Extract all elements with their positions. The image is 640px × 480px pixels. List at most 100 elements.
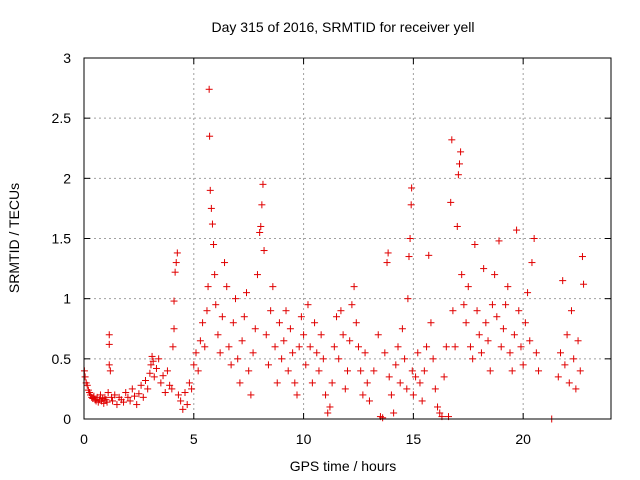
data-point xyxy=(81,373,89,381)
data-point xyxy=(147,361,155,369)
data-point xyxy=(408,367,416,375)
data-point xyxy=(408,184,416,192)
data-point xyxy=(574,337,582,345)
data-point xyxy=(396,379,404,387)
data-point xyxy=(341,385,349,393)
data-point xyxy=(407,201,415,209)
data-point xyxy=(103,398,111,406)
data-point xyxy=(559,277,567,285)
data-point xyxy=(229,319,237,327)
data-point xyxy=(161,389,169,397)
data-point xyxy=(517,343,525,351)
data-point xyxy=(429,355,437,363)
data-point xyxy=(398,325,406,333)
data-point xyxy=(412,373,420,381)
data-point xyxy=(425,251,433,259)
data-point xyxy=(530,235,538,242)
data-point xyxy=(247,391,255,399)
data-point xyxy=(157,379,165,387)
data-point xyxy=(482,319,490,327)
data-point xyxy=(567,307,575,315)
data-point xyxy=(453,222,461,230)
data-point xyxy=(457,148,465,156)
data-point xyxy=(387,391,395,399)
data-point xyxy=(469,355,477,363)
data-point xyxy=(168,385,176,393)
y-axis-title: SRMTID / TECUs xyxy=(6,183,22,293)
data-point xyxy=(392,361,400,369)
data-point xyxy=(262,331,270,339)
data-point xyxy=(431,385,439,393)
data-point xyxy=(348,301,356,309)
data-point xyxy=(384,249,392,257)
data-point xyxy=(174,391,182,399)
data-point xyxy=(330,343,338,351)
data-point xyxy=(278,355,286,363)
data-point xyxy=(526,337,534,345)
data-point xyxy=(409,391,417,399)
data-point xyxy=(379,414,387,422)
data-point xyxy=(404,295,412,303)
data-point xyxy=(302,361,310,369)
data-point xyxy=(357,367,365,375)
data-point xyxy=(201,343,209,351)
data-point xyxy=(466,343,474,351)
data-point xyxy=(434,403,442,411)
data-point xyxy=(204,283,212,291)
data-point xyxy=(335,355,343,363)
data-point xyxy=(565,379,573,387)
data-point xyxy=(328,379,336,387)
x-tick-label: 10 xyxy=(296,431,312,447)
data-point xyxy=(416,379,424,387)
data-point xyxy=(106,367,114,375)
data-point xyxy=(190,361,198,369)
data-point xyxy=(495,237,503,245)
data-point xyxy=(311,319,319,327)
data-point xyxy=(271,343,279,351)
data-point xyxy=(289,349,297,357)
data-point xyxy=(554,373,562,381)
data-point xyxy=(144,385,152,393)
data-point xyxy=(163,367,171,375)
data-point xyxy=(528,259,536,267)
data-point xyxy=(508,367,516,375)
data-point xyxy=(159,372,167,380)
data-point xyxy=(221,259,229,267)
data-point xyxy=(155,355,163,363)
data-point xyxy=(576,367,584,375)
data-point xyxy=(440,373,448,381)
data-point xyxy=(236,379,244,387)
data-point xyxy=(447,198,455,206)
data-point xyxy=(337,307,345,315)
data-point xyxy=(442,343,450,351)
data-point xyxy=(506,349,514,357)
data-point xyxy=(339,331,347,339)
data-point xyxy=(480,265,488,273)
data-point xyxy=(169,343,177,351)
data-point xyxy=(137,381,145,389)
data-point xyxy=(183,401,191,409)
data-point xyxy=(109,397,117,405)
data-point xyxy=(515,307,523,315)
data-point xyxy=(460,301,468,309)
data-point xyxy=(177,397,185,405)
data-point xyxy=(96,391,104,399)
data-point xyxy=(227,361,235,369)
data-point xyxy=(374,331,382,339)
data-point xyxy=(502,301,510,309)
data-point xyxy=(346,337,354,345)
data-point xyxy=(199,319,207,327)
data-point xyxy=(394,343,402,351)
data-point xyxy=(148,352,156,360)
data-point xyxy=(170,325,178,333)
data-point xyxy=(488,301,496,309)
data-point xyxy=(458,271,466,279)
data-point xyxy=(240,313,248,321)
data-point xyxy=(135,390,143,398)
data-point xyxy=(105,361,113,369)
data-point xyxy=(172,259,180,267)
data-point xyxy=(105,331,113,339)
data-point xyxy=(464,283,472,291)
data-point xyxy=(238,337,246,345)
data-point xyxy=(194,367,202,375)
